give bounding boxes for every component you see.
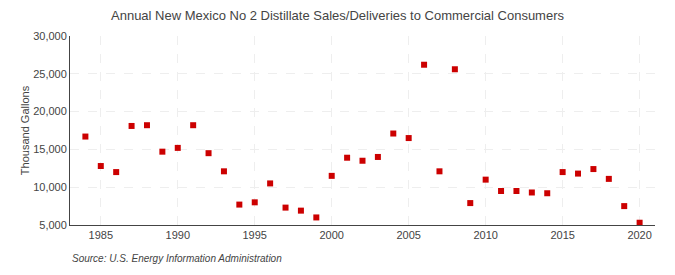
- svg-text:Source: U.S. Energy Informatio: Source: U.S. Energy Information Administ…: [72, 253, 282, 264]
- svg-text:2010: 2010: [473, 229, 497, 241]
- svg-text:1990: 1990: [166, 229, 190, 241]
- svg-text:5,000: 5,000: [39, 219, 67, 231]
- svg-text:30,000: 30,000: [33, 30, 67, 42]
- svg-text:25,000: 25,000: [33, 68, 67, 80]
- svg-text:Annual New Mexico No 2 Distill: Annual New Mexico No 2 Distillate Sales/…: [111, 8, 564, 23]
- svg-text:15,000: 15,000: [33, 143, 67, 155]
- svg-text:2000: 2000: [319, 229, 343, 241]
- svg-text:2020: 2020: [627, 229, 651, 241]
- svg-text:20,000: 20,000: [33, 105, 67, 117]
- svg-text:10,000: 10,000: [33, 181, 67, 193]
- svg-text:1985: 1985: [89, 229, 113, 241]
- svg-text:1995: 1995: [242, 229, 266, 241]
- svg-text:Thousand Gallons: Thousand Gallons: [19, 85, 31, 175]
- svg-text:2005: 2005: [396, 229, 420, 241]
- svg-text:2015: 2015: [550, 229, 574, 241]
